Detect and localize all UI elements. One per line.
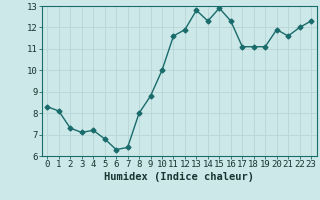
X-axis label: Humidex (Indice chaleur): Humidex (Indice chaleur) (104, 172, 254, 182)
